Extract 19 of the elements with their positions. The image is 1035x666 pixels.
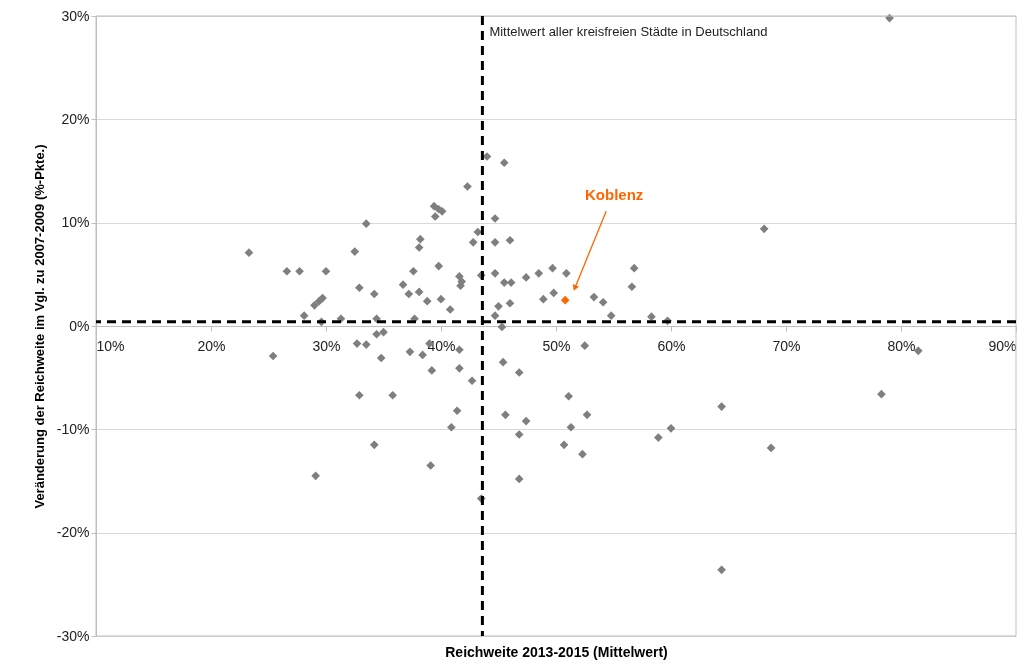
y-tick-label: 30% [61,7,90,24]
y-axis-title: Veränderung der Reichweite im Vgl. zu 2007-2009 (%-Pkte.) [31,144,47,509]
y-tick-label: 10% [61,214,90,231]
y-tick-label: 20% [61,110,90,127]
x-tick-label: 30% [312,337,341,354]
annotation: Koblenz [585,186,644,204]
y-tick-label: -30% [56,627,90,644]
y-tick-label: -10% [56,420,90,437]
x-tick-label: 50% [542,337,571,354]
x-tick-label: 70% [772,337,801,354]
x-tick-label: 80% [887,337,916,354]
x-tick-label: 60% [657,337,686,354]
y-tick-label: 0% [69,317,90,334]
x-tick-label: 20% [197,337,226,354]
x-tick-label: 90% [988,337,1017,354]
x-tick-label: 10% [96,337,125,354]
ref-line-label: Mittelwert aller kreisfreien Städte in Deutschland [489,24,768,39]
x-axis-title: Reichweite 2013-2015 (Mittelwert) [445,643,668,660]
y-tick-label: -20% [56,524,90,541]
